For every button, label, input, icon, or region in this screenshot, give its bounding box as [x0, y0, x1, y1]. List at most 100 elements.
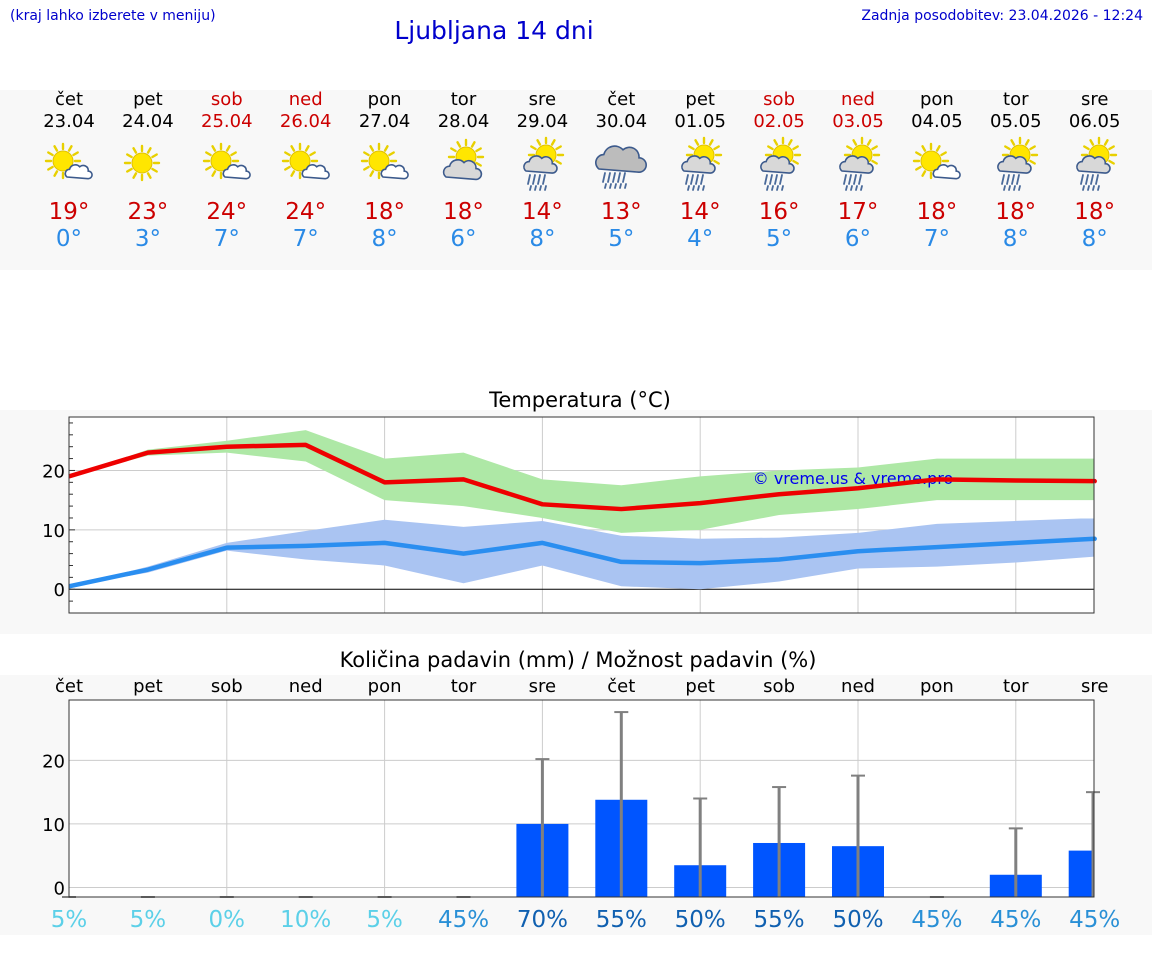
- location-hint[interactable]: (kraj lahko izberete v meniju): [10, 8, 216, 24]
- precip-day-label: ned: [289, 676, 323, 697]
- day-column: ned 03.05 17° 6°: [818, 89, 898, 253]
- sun-rain-icon: [1075, 136, 1117, 191]
- day-name: sob: [210, 89, 243, 110]
- weather-icon-wrap: [29, 133, 109, 197]
- weather-icon-wrap: [660, 133, 740, 197]
- min-temp: 8°: [1081, 226, 1108, 252]
- sun-cloud-icon: [912, 142, 961, 180]
- precip-probability: 55%: [596, 907, 647, 933]
- sun-rain-icon: [523, 136, 565, 191]
- precip-day-label: sob: [763, 676, 795, 697]
- max-temp: 24°: [285, 199, 327, 225]
- max-temp: 18°: [1074, 199, 1116, 225]
- min-temp: 8°: [371, 226, 398, 252]
- precip-probability: 45%: [990, 907, 1041, 933]
- day-column: pet 01.05 14° 4°: [660, 89, 740, 253]
- weather-icon-wrap: [502, 133, 582, 197]
- day-date: 27.04: [358, 111, 411, 132]
- day-name: čet: [54, 89, 84, 110]
- temp-chart-title: Temperatura (°C): [488, 388, 671, 412]
- day-name: pet: [133, 89, 163, 110]
- heavy-rain-icon: [595, 145, 648, 189]
- day-date: 29.04: [516, 111, 569, 132]
- max-temp: 18°: [443, 199, 484, 225]
- day-column: pon 04.05 18° 7°: [897, 89, 977, 253]
- max-temp: 16°: [758, 199, 800, 225]
- max-temp: 14°: [522, 199, 563, 225]
- precip-probability: 55%: [754, 907, 805, 933]
- day-date: 03.05: [832, 111, 884, 132]
- day-date: 04.05: [911, 111, 963, 132]
- day-date: 24.04: [122, 111, 174, 132]
- plot-frame: [68, 699, 1095, 898]
- day-column: sob 02.05 16° 5°: [739, 89, 819, 253]
- last-updated: Zadnja posodobitev: 23.04.2026 - 12:24: [861, 8, 1143, 24]
- day-name: sre: [1080, 89, 1109, 110]
- weather-icon-wrap: [187, 133, 267, 197]
- max-temp-line: [68, 442, 1097, 512]
- y-tick-label: 20: [42, 461, 65, 482]
- sun-rain-icon: [760, 136, 802, 191]
- sun-rain-icon: [681, 136, 723, 191]
- max-temp: 24°: [206, 199, 248, 225]
- day-name: ned: [841, 89, 875, 110]
- min-temp: 6°: [450, 226, 477, 252]
- watermark: © vreme.us & vreme.pro: [753, 469, 954, 488]
- day-name: tor: [1003, 89, 1029, 110]
- precip-day-label: tor: [451, 676, 477, 697]
- precip-probability: 50%: [675, 907, 726, 933]
- partly-cloudy-icon: [442, 138, 484, 181]
- weather-icon-wrap: [739, 133, 819, 197]
- weather-icon-wrap: [897, 133, 977, 197]
- y-tick-label: 20: [42, 751, 65, 772]
- day-name: sob: [763, 89, 795, 110]
- min-temp-line: [68, 536, 1097, 589]
- min-temp: 7°: [292, 226, 319, 252]
- precip-probability: 5%: [366, 907, 403, 933]
- day-date: 02.05: [753, 111, 805, 132]
- day-column: tor 05.05 18° 8°: [976, 89, 1056, 253]
- day-column: čet 23.04 19° 0°: [29, 89, 109, 253]
- day-column: sre 06.05 18° 8°: [1055, 89, 1135, 253]
- page-title: Ljubljana 14 dni: [394, 16, 594, 45]
- precip-probability: 50%: [832, 907, 883, 933]
- sun-rain-icon: [996, 136, 1038, 191]
- day-name: pon: [919, 89, 954, 110]
- day-column: ned 26.04 24° 7°: [266, 89, 346, 253]
- precip-probability: 45%: [438, 907, 489, 933]
- y-tick-label: 10: [42, 521, 65, 542]
- max-temp: 18°: [364, 199, 405, 225]
- plot-area: [69, 700, 1094, 897]
- day-name: čet: [607, 89, 636, 110]
- precip-day-label: čet: [55, 676, 83, 697]
- day-date: 06.05: [1068, 111, 1121, 132]
- min-temp: 8°: [529, 226, 556, 252]
- precip-probability: 5%: [130, 907, 167, 933]
- day-column: pon 27.04 18° 8°: [345, 89, 425, 253]
- precip-probability: 10%: [280, 907, 331, 933]
- precip-probability: 70%: [517, 907, 568, 933]
- forecast-strip: [0, 90, 1152, 270]
- precip-day-label: sre: [529, 676, 556, 697]
- sun-cloud-icon: [202, 142, 251, 180]
- max-temp: 17°: [837, 199, 879, 225]
- day-column: sob 25.04 24° 7°: [187, 89, 267, 253]
- max-temp: 18°: [995, 199, 1037, 225]
- precip-day-label: sre: [1081, 676, 1108, 697]
- min-temp: 5°: [766, 226, 793, 252]
- day-column: pet 24.04 23° 3°: [108, 89, 188, 253]
- sun-rain-icon: [839, 136, 881, 191]
- day-name: sre: [528, 89, 557, 110]
- day-column: sre 29.04 14° 8°: [502, 89, 582, 253]
- weather-icon-wrap: [266, 133, 346, 197]
- precipitation-chart: Količina padavin (mm) / Možnost padavin …: [42, 648, 1120, 933]
- precip-probability: 5%: [51, 907, 88, 933]
- precip-chart-title: Količina padavin (mm) / Možnost padavin …: [340, 648, 817, 672]
- day-name: pet: [685, 89, 715, 110]
- precip-day-label: pon: [368, 676, 402, 697]
- max-temp: 18°: [916, 199, 958, 225]
- min-temp: 7°: [213, 226, 240, 252]
- sun-cloud-icon: [44, 142, 93, 180]
- day-date: 30.04: [595, 111, 648, 132]
- weather-icon-wrap: [424, 133, 504, 197]
